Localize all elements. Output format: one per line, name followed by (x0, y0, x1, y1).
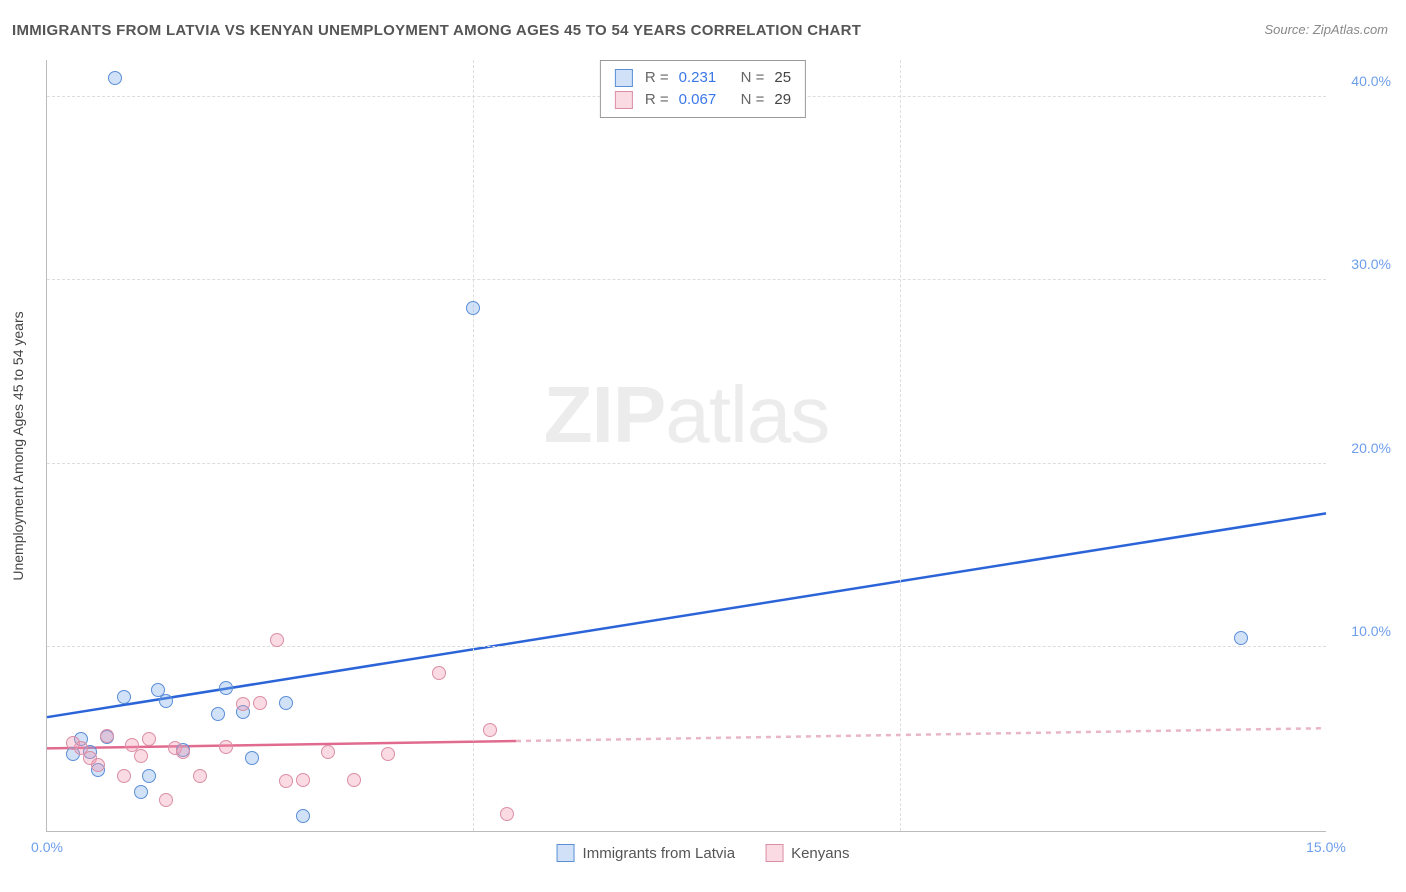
y-tick-label: 30.0% (1351, 256, 1391, 272)
n-value-a: 25 (774, 67, 791, 89)
swatch-b-icon (615, 91, 633, 109)
gridline-v (473, 60, 474, 831)
legend-label-b: Kenyans (791, 845, 849, 862)
n-label: N = (741, 67, 765, 89)
r-label: R = (645, 67, 669, 89)
y-axis-label: Unemployment Among Ages 45 to 54 years (10, 311, 26, 580)
data-point (236, 697, 250, 711)
r-value-b: 0.067 (679, 89, 731, 111)
data-point (466, 301, 480, 315)
data-point (296, 809, 310, 823)
correlation-legend: R = 0.231 N = 25 R = 0.067 N = 29 (600, 60, 806, 118)
gridline-h (47, 646, 1326, 647)
trend-line (47, 513, 1326, 717)
data-point (347, 773, 361, 787)
x-tick-label: 0.0% (31, 839, 63, 855)
data-point (117, 690, 131, 704)
source-attribution: Source: ZipAtlas.com (1264, 22, 1388, 37)
data-point (142, 769, 156, 783)
gridline-h (47, 463, 1326, 464)
data-point (381, 747, 395, 761)
y-tick-label: 10.0% (1351, 623, 1391, 639)
data-point (245, 751, 259, 765)
data-point (321, 745, 335, 759)
data-point (134, 749, 148, 763)
data-point (91, 758, 105, 772)
data-point (219, 740, 233, 754)
data-point (211, 707, 225, 721)
gridline-h (47, 279, 1326, 280)
trend-line (516, 728, 1326, 741)
data-point (296, 773, 310, 787)
r-value-a: 0.231 (679, 67, 731, 89)
r-label: R = (645, 89, 669, 111)
n-label: N = (741, 89, 765, 111)
data-point (159, 793, 173, 807)
data-point (108, 71, 122, 85)
data-point (134, 785, 148, 799)
data-point (483, 723, 497, 737)
chart-plot-area: ZIPatlas 10.0%20.0%30.0%40.0%0.0%15.0% (46, 60, 1326, 832)
data-point (100, 729, 114, 743)
legend-row-a: R = 0.231 N = 25 (615, 67, 791, 89)
y-tick-label: 40.0% (1351, 73, 1391, 89)
series-legend: Immigrants from Latvia Kenyans (557, 844, 850, 862)
chart-title: IMMIGRANTS FROM LATVIA VS KENYAN UNEMPLO… (12, 22, 861, 39)
data-point (159, 694, 173, 708)
swatch-a-icon (615, 69, 633, 87)
swatch-a-icon (557, 844, 575, 862)
data-point (1234, 631, 1248, 645)
data-point (253, 696, 267, 710)
data-point (279, 774, 293, 788)
data-point (279, 696, 293, 710)
gridline-v (900, 60, 901, 831)
legend-row-b: R = 0.067 N = 29 (615, 89, 791, 111)
n-value-b: 29 (774, 89, 791, 111)
trend-line (47, 741, 516, 748)
data-point (117, 769, 131, 783)
data-point (500, 807, 514, 821)
data-point (176, 745, 190, 759)
data-point (270, 633, 284, 647)
data-point (193, 769, 207, 783)
data-point (219, 681, 233, 695)
x-tick-label: 15.0% (1306, 839, 1346, 855)
legend-label-a: Immigrants from Latvia (583, 845, 736, 862)
data-point (432, 666, 446, 680)
swatch-b-icon (765, 844, 783, 862)
y-tick-label: 20.0% (1351, 440, 1391, 456)
legend-item-b: Kenyans (765, 844, 849, 862)
legend-item-a: Immigrants from Latvia (557, 844, 736, 862)
data-point (142, 732, 156, 746)
